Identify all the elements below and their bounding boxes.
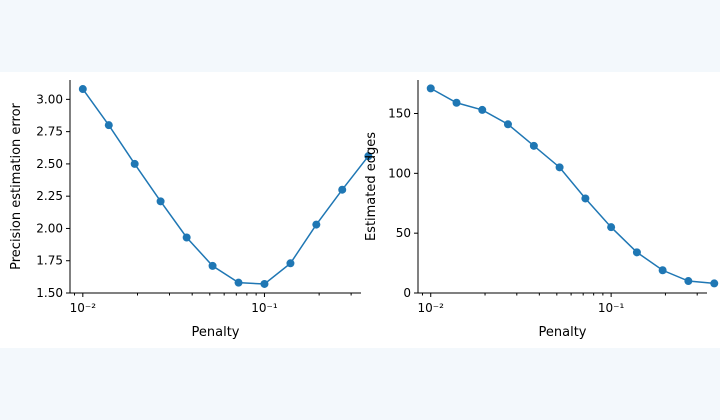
data-point (581, 194, 590, 203)
data-point (503, 120, 512, 129)
y-tick-label: 2.00 (36, 221, 63, 235)
x-tick-label: 10⁻² (70, 301, 97, 315)
y-tick-label: 3.00 (36, 92, 63, 106)
chart-2: 0 50 100 150 10⁻² 10⁻¹ Penalty Estimated edges (364, 80, 719, 340)
x-tick-label: 10⁻² (418, 301, 445, 315)
y-axis-label: Estimated edges (364, 132, 379, 241)
data-point (78, 85, 87, 94)
x-tick-label: 10⁻¹ (598, 301, 625, 315)
data-point (208, 261, 217, 270)
data-point (632, 248, 641, 257)
y-tick-label: 100 (388, 166, 411, 180)
data-point (607, 223, 616, 232)
y-tick-label: 150 (388, 107, 411, 121)
data-point (478, 105, 487, 114)
data-point (104, 121, 113, 130)
series-line (82, 88, 369, 285)
y-tick-label: 2.50 (36, 157, 63, 171)
x-tick-label: 10⁻¹ (251, 301, 278, 315)
x-axis-label: Penalty (192, 325, 240, 340)
y-tick-label: 1.50 (36, 286, 63, 300)
data-point (234, 278, 243, 287)
data-point (156, 197, 165, 206)
data-point (658, 266, 667, 275)
y-tick-label: 2.25 (36, 189, 63, 203)
y-tick-label: 50 (396, 226, 411, 240)
y-axis-label: Precision estimation error (9, 102, 24, 269)
data-point (452, 98, 461, 107)
data-point (338, 185, 347, 194)
x-axis-label: Penalty (539, 325, 587, 340)
data-point (182, 233, 191, 242)
data-point (684, 277, 693, 286)
data-point (312, 220, 321, 229)
y-tick-label: 2.75 (36, 125, 63, 139)
data-point (260, 279, 269, 288)
data-point (529, 141, 538, 150)
figure-panel: 1.50 1.75 2.00 2.25 2.50 2.75 3.00 10⁻² 10⁻¹ Pena… (0, 72, 720, 348)
data-point (426, 84, 435, 93)
series-line (430, 87, 715, 285)
y-tick-label: 1.75 (36, 254, 63, 268)
data-point (710, 279, 719, 288)
data-point (286, 259, 295, 268)
chart-1: 1.50 1.75 2.00 2.25 2.50 2.75 3.00 10⁻² 10⁻¹ Pena… (9, 80, 373, 340)
data-point (555, 163, 564, 172)
data-point (130, 159, 139, 168)
y-tick-label: 0 (403, 286, 411, 300)
data-point (364, 152, 373, 161)
figure-svg: 1.50 1.75 2.00 2.25 2.50 2.75 3.00 10⁻² 10⁻¹ Pena… (9, 80, 719, 340)
